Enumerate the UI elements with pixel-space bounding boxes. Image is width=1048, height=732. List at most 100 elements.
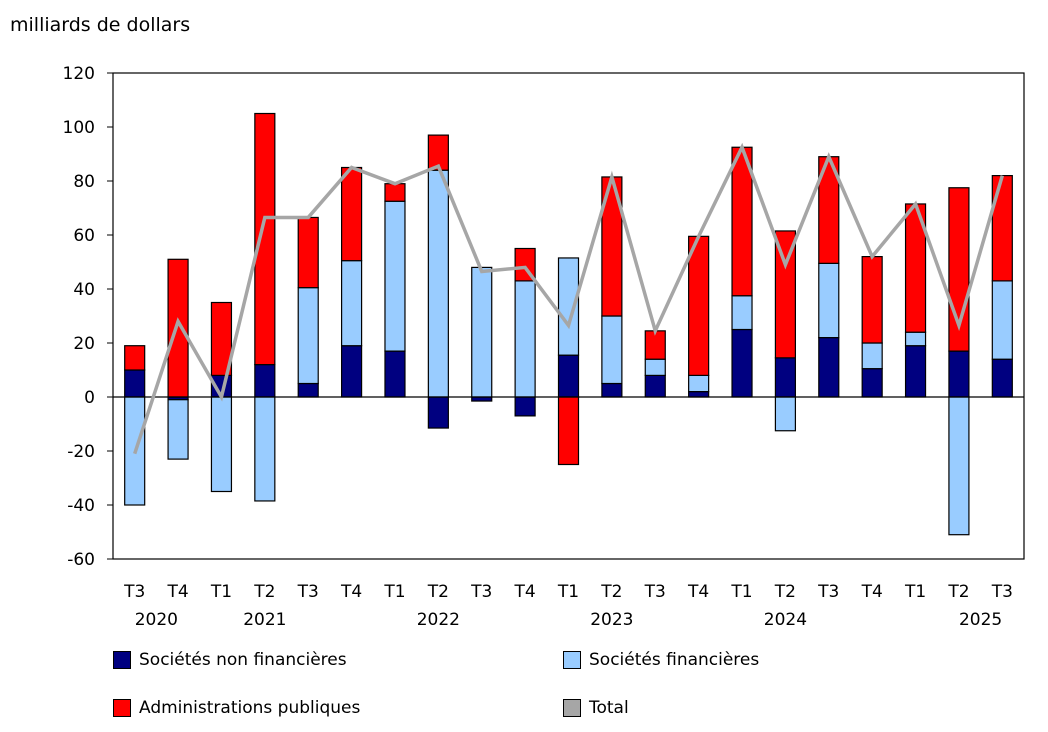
bar-segment	[557, 257, 580, 356]
x-year-label: 2020	[135, 610, 178, 630]
bar-segment	[818, 262, 840, 339]
bar-segment	[644, 358, 666, 377]
bar-segment	[774, 230, 797, 359]
x-year-label: 2023	[590, 610, 633, 630]
x-tick-label: T3	[470, 582, 492, 602]
total-line	[133, 142, 1004, 455]
bar-segment	[254, 396, 276, 502]
bar-segment	[688, 374, 710, 393]
x-tick-label: T1	[383, 582, 405, 602]
x-tick-label: T2	[947, 582, 969, 602]
x-tick-label: T4	[166, 582, 188, 602]
y-tick-label: 80	[73, 172, 95, 192]
bar-segment	[601, 315, 623, 385]
x-tick-label: T4	[514, 582, 536, 602]
legend-swatch	[563, 699, 581, 717]
x-tick-label: T1	[210, 582, 232, 602]
bar-segment	[167, 258, 189, 398]
bar-segment	[471, 266, 493, 398]
bar-segment	[297, 287, 319, 385]
bar-segment	[124, 369, 146, 398]
bar-segment	[297, 382, 319, 398]
x-tick-label: T3	[297, 582, 319, 602]
bar-segment	[644, 374, 666, 398]
bar-segment	[210, 301, 233, 377]
x-tick-label: T1	[730, 582, 752, 602]
bar-segment	[384, 200, 406, 352]
legend-item: Administrations publiques	[113, 698, 360, 718]
legend-item: Sociétés financières	[563, 650, 759, 670]
plot-frame	[112, 72, 1025, 560]
x-tick-label: T2	[427, 582, 449, 602]
bar-segment	[254, 112, 276, 366]
y-tick-label: 120	[63, 64, 95, 84]
y-tick-label: 100	[63, 118, 95, 138]
y-tick-label: 20	[73, 334, 95, 354]
y-axis-unit-label: milliards de dollars	[10, 14, 191, 36]
legend-label: Total	[589, 698, 629, 718]
y-tick-label: -60	[67, 550, 95, 570]
x-tick-label: T4	[687, 582, 709, 602]
legend-label: Sociétés non financières	[139, 650, 347, 670]
x-tick-label: T3	[991, 582, 1013, 602]
bar-segment	[340, 166, 363, 262]
bar-segment	[644, 330, 666, 360]
bar-segment	[861, 342, 883, 370]
bar-segment	[991, 358, 1013, 398]
x-year-label: 2022	[417, 610, 460, 630]
bar-segment	[471, 396, 493, 402]
y-tick-label: 0	[84, 388, 95, 408]
bar-segment	[991, 280, 1013, 360]
x-year-label: 2024	[764, 610, 807, 630]
legend-swatch	[113, 651, 131, 669]
bar-segment	[861, 368, 883, 398]
legend-label: Administrations publiques	[139, 698, 361, 718]
legend-swatch	[563, 651, 581, 669]
legend-label: Sociétés financières	[589, 650, 760, 670]
bar-segment	[124, 345, 146, 371]
bar-segment	[861, 256, 883, 344]
bar-segment	[904, 345, 927, 398]
y-tick-label: 60	[73, 226, 95, 246]
bar-segment	[514, 396, 536, 417]
bar-segment	[557, 354, 580, 398]
legend-item: Total	[563, 698, 629, 718]
y-tick-label: -40	[67, 496, 95, 516]
legend-swatch	[113, 699, 131, 717]
bar-segment	[427, 396, 449, 429]
x-tick-label: T1	[557, 582, 579, 602]
bar-segment	[904, 331, 927, 347]
x-tick-label: T1	[904, 582, 926, 602]
x-tick-label: T4	[861, 582, 883, 602]
bar-segment	[254, 364, 276, 398]
bar-segment	[514, 280, 536, 398]
bar-segment	[731, 295, 753, 331]
legend-item: Sociétés non financières	[113, 650, 347, 670]
bar-segment	[688, 235, 710, 377]
bar-segment	[731, 328, 753, 398]
bar-segment	[384, 350, 406, 398]
y-tick-label: -20	[67, 442, 95, 462]
x-tick-label: T4	[340, 582, 362, 602]
stacked-bar-chart: -60 -40 -20 0 20 40 60 80 100 120 T3 T4 T1 T2 T3 T4 T1 T2…	[63, 64, 1025, 630]
bar-segment	[340, 345, 363, 398]
bar-segment	[167, 399, 189, 460]
bar-segment	[297, 216, 319, 289]
x-tick-label: T3	[644, 582, 666, 602]
x-tick-label: T2	[253, 582, 275, 602]
bar-segment	[948, 396, 970, 536]
bar-segment	[427, 169, 449, 398]
x-year-label: 2025	[959, 610, 1002, 630]
x-year-label: 2021	[243, 610, 286, 630]
bar-segment	[557, 396, 580, 466]
x-tick-label: T2	[774, 582, 796, 602]
x-tick-label: T3	[123, 582, 145, 602]
bar-segment	[818, 337, 840, 398]
y-tick-label: 40	[73, 280, 95, 300]
bar-segment	[991, 175, 1013, 282]
bar-segment	[384, 183, 406, 202]
bar-segment	[210, 396, 233, 493]
x-tick-label: T3	[817, 582, 839, 602]
bar-segment	[601, 382, 623, 398]
x-tick-label: T2	[600, 582, 622, 602]
